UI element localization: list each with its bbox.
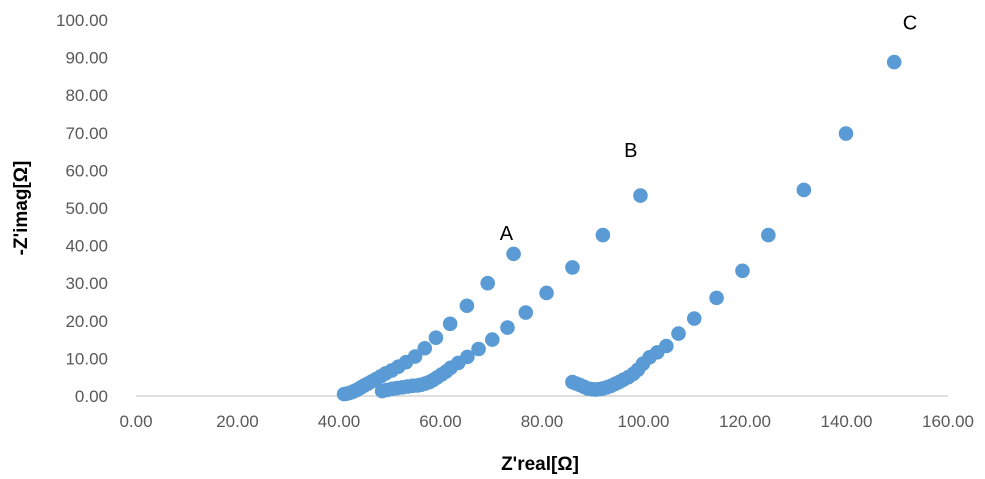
data-point <box>686 311 702 326</box>
x-tick-label: 120.00 <box>719 412 771 431</box>
data-point <box>565 260 580 275</box>
y-tick-label: 60.00 <box>65 161 108 180</box>
annotation-label: C <box>903 12 917 34</box>
y-tick-label: 20.00 <box>65 312 108 331</box>
data-point <box>595 227 611 243</box>
data-point <box>506 246 521 262</box>
series-2 <box>374 188 648 399</box>
data-point <box>460 349 475 365</box>
data-point <box>838 126 854 141</box>
data-point <box>671 326 686 341</box>
data-point <box>761 227 776 243</box>
x-tick-label: 160.00 <box>922 412 974 431</box>
data-point <box>471 341 486 357</box>
series-3 <box>565 54 902 397</box>
data-point <box>709 290 724 306</box>
y-tick-label: 10.00 <box>65 349 108 368</box>
y-tick-label: 50.00 <box>65 199 108 218</box>
data-point <box>518 305 534 320</box>
data-point <box>484 332 500 347</box>
data-point <box>417 340 433 356</box>
data-point <box>886 54 902 70</box>
y-tick-label: 80.00 <box>65 86 108 105</box>
data-point <box>500 320 515 335</box>
y-tick-label: 100.00 <box>56 11 108 30</box>
x-tick-label: 20.00 <box>216 412 259 431</box>
data-point <box>459 298 475 314</box>
annotation-label: B <box>624 140 637 162</box>
y-tick-label: 90.00 <box>65 49 108 68</box>
data-point <box>442 316 458 332</box>
annotation-label: A <box>500 223 514 245</box>
series-1 <box>336 246 521 402</box>
x-tick-label: 140.00 <box>821 412 873 431</box>
x-tick-label: 60.00 <box>419 412 462 431</box>
y-tick-label: 70.00 <box>65 124 108 143</box>
data-point <box>796 182 812 198</box>
x-tick-label: 0.00 <box>119 412 152 431</box>
x-tick-label: 40.00 <box>318 412 361 431</box>
x-tick-label: 80.00 <box>521 412 564 431</box>
y-tick-labels: 0.00 10.00 20.00 30.00 40.00 50.00 60.00 70.00 8… <box>56 11 108 406</box>
y-tick-label: 0.00 <box>75 387 108 406</box>
data-point <box>659 338 674 354</box>
x-tick-labels: 0.00 20.00 40.00 60.00 80.00 100.00 120.00 140.… <box>119 412 974 431</box>
y-axis-title: -Z'imag[Ω] <box>11 161 32 256</box>
data-point <box>480 275 495 291</box>
annotations: A B C <box>500 12 917 245</box>
data-point <box>633 188 648 203</box>
data-point <box>735 263 750 279</box>
data-points <box>336 54 902 402</box>
y-tick-label: 40.00 <box>65 237 108 256</box>
data-point <box>407 349 423 364</box>
x-tick-label: 100.00 <box>618 412 670 431</box>
data-point <box>428 330 444 346</box>
y-tick-label: 30.00 <box>65 274 108 293</box>
x-axis-title: Z'real[Ω] <box>501 454 579 475</box>
data-point <box>539 285 554 301</box>
